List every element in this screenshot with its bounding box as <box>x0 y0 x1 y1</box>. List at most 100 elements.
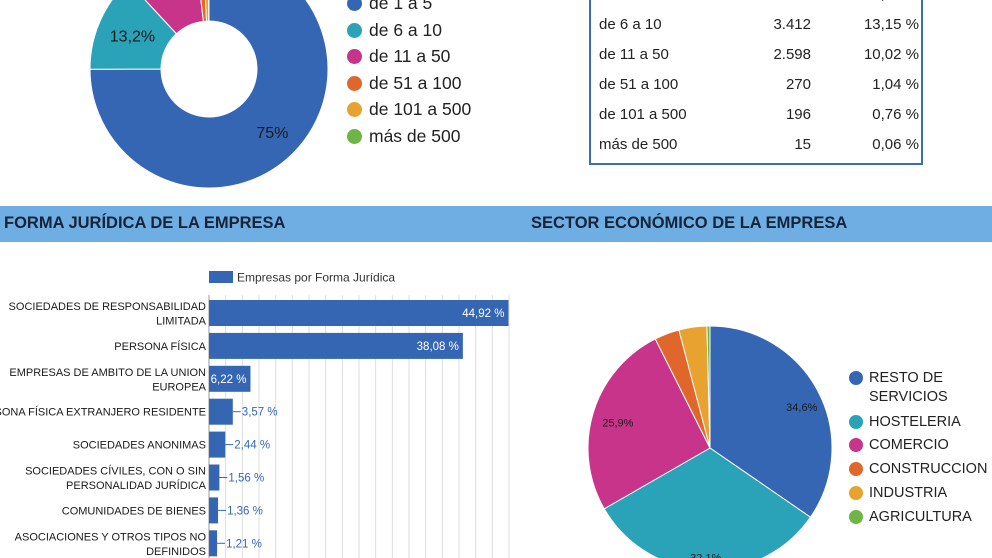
bar-category-label: PERSONA FÍSICA <box>114 340 206 353</box>
legend-color-dot <box>849 462 863 476</box>
donut-slice-label: 75% <box>256 125 288 142</box>
company-size-table: de 1 a 5 19.448 74,98 % de 6 a 10 3.412 13,15… <box>589 0 923 165</box>
legal-form-bar-chart: Empresas por Forma Jurídica SOCIEDADES DE… <box>0 271 510 558</box>
legend-color-dot <box>849 438 863 452</box>
legend-color-dot <box>347 49 362 64</box>
bar-category-label: COMUNIDADES DE BIENES <box>62 505 206 517</box>
legend-label: de 101 a 500 <box>369 99 472 119</box>
size-range-cell: de 51 a 100 <box>599 76 679 93</box>
percentage-cell: 13,15 % <box>863 16 919 33</box>
sector-section-title: SECTOR ECONÓMICO DE LA EMPRESA <box>531 214 848 232</box>
bar-category-label: ASOCIACIONES Y OTROS TIPOS NO DEFINIDOS <box>15 531 207 558</box>
size-range-cell: de 101 a 500 <box>599 106 687 123</box>
pie-slice-agricultura <box>706 325 711 449</box>
bar-value-label: 1,56 % <box>228 473 264 485</box>
company-count-cell: 3.412 <box>773 16 811 33</box>
bar-comunidades-de-bienes <box>209 497 219 524</box>
legend-label: de 6 a 10 <box>369 19 442 40</box>
bar-legend-swatch <box>209 271 233 283</box>
table-row: de 11 a 50 2.598 10,02 % <box>591 40 921 70</box>
table-row: de 6 a 10 3.412 13,15 % <box>591 10 921 40</box>
pie-slice-comercio <box>587 338 711 510</box>
legend-color-dot <box>849 371 863 385</box>
legend-color-dot <box>347 102 362 117</box>
bar-value-label: 38,08 % <box>417 341 459 353</box>
legend-label: INDUSTRIA <box>869 485 948 501</box>
pie-slice-label: 25,9% <box>602 418 633 430</box>
economic-sector-pie-chart: 34,6% 32,1% 25,9% <box>587 325 833 558</box>
legend-label: AGRICULTURA <box>869 509 972 525</box>
legend-color-dot <box>347 0 362 11</box>
bar-category-label: SOCIEDADES DE RESPONSABILIDAD LIMITADA <box>9 301 207 328</box>
legend-label: de 51 a 100 <box>369 72 462 93</box>
bar-value-label: 44,92 % <box>462 308 504 320</box>
bar-sociedades-de-responsabilidad-limitada <box>209 300 509 326</box>
legend-item-construccion: CONSTRUCCION <box>849 460 987 479</box>
donut-slice-de-6-a-10 <box>89 0 178 70</box>
percentage-cell: 0,76 % <box>872 106 919 123</box>
bar-category-label: EMPRESAS DE AMBITO DE LA UNION EUROPEA <box>9 367 206 394</box>
size-range-cell: de 11 a 50 <box>599 46 669 63</box>
legend-color-dot <box>849 510 863 524</box>
percentage-cell: 74,98 % <box>864 0 919 3</box>
percentage-cell: 0,06 % <box>872 136 919 153</box>
bar-sociedades-civiles-con-o-sin-personalidad-juridica <box>209 464 220 491</box>
legend-color-dot <box>347 128 362 144</box>
size-range-cell: más de 500 <box>599 136 678 153</box>
legend-label: CONSTRUCCION <box>869 461 988 477</box>
donut-slice-de-11-a-50 <box>144 0 204 35</box>
section-band: FORMA JURÍDICA DE LA EMPRESA SECTOR ECON… <box>0 206 992 242</box>
bar-sociedades-anonimas <box>209 431 226 458</box>
legend-label: HOSTELERIA <box>869 414 961 430</box>
legend-label: de 1 a 5 <box>369 0 433 13</box>
legend-item-hosteleria: HOSTELERIA <box>849 413 961 432</box>
table-row: de 101 a 500 196 0,76 % <box>591 100 921 130</box>
table-row: más de 500 15 0,06 % <box>591 130 921 160</box>
company-size-donut-chart: 75% 13,2% <box>89 0 329 189</box>
legend-color-dot <box>347 22 362 38</box>
company-count-cell: 15 <box>794 136 811 153</box>
bar-value-label: 2,44 % <box>234 440 270 452</box>
pie-slice-label: 32,1% <box>690 553 721 558</box>
percentage-cell: 10,02 % <box>863 46 919 63</box>
bar-value-label: 6,22 % <box>211 374 247 386</box>
table-row: de 51 a 100 270 1,04 % <box>591 70 921 100</box>
legend-item-de-51-a-100: de 51 a 100 <box>347 73 461 94</box>
legend-item-de-11-a-50: de 11 a 50 <box>347 46 450 67</box>
bar-value-label: 1,36 % <box>227 505 263 517</box>
donut-slice-label: 13,2% <box>110 29 155 46</box>
size-range-cell: de 6 a 10 <box>599 16 662 33</box>
company-count-cell: 196 <box>785 106 811 123</box>
size-range-cell: de 1 a 5 <box>599 0 653 3</box>
legend-color-dot <box>849 486 863 500</box>
legend-item-comercio: COMERCIO <box>849 436 949 455</box>
legend-item-resto-de-servicios: RESTO DE SERVICIOS <box>849 369 948 407</box>
legal-form-section-title: FORMA JURÍDICA DE LA EMPRESA <box>4 214 286 232</box>
bar-category-label: PERSONA FÍSICA EXTRANJERO RESIDENTE <box>0 406 206 419</box>
legend-item-de-6-a-10: de 6 a 10 <box>347 20 442 41</box>
bar-legend-label: Empresas por Forma Jurídica <box>237 271 395 285</box>
pie-slice-label: 34,6% <box>786 402 817 414</box>
company-count-cell: 270 <box>785 76 811 93</box>
bar-value-label: 1,21 % <box>226 538 262 550</box>
legend-item-agricultura: AGRICULTURA <box>849 508 972 527</box>
legend-item-mas-de-500: más de 500 <box>347 126 460 147</box>
legend-color-dot <box>849 415 863 429</box>
bar-persona-fisica <box>209 332 463 359</box>
legend-item-de-101-a-500: de 101 a 500 <box>347 99 471 120</box>
legend-label: de 11 a 50 <box>369 46 451 66</box>
bar-persona-fisica-extranjero-residente <box>209 398 233 425</box>
legend-label: RESTO DE SERVICIOS <box>869 370 948 405</box>
percentage-cell: 1,04 % <box>872 76 919 93</box>
pie-slice-hosteleria <box>603 447 812 558</box>
table-row: de 1 a 5 19.448 74,98 % <box>591 0 921 10</box>
bar-value-label: 3,57 % <box>242 407 278 419</box>
legend-label: más de 500 <box>369 125 461 146</box>
bar-empresas-de-ambito-de-la-union-europea <box>209 365 251 392</box>
legend-label: COMERCIO <box>869 437 949 453</box>
legend-item-de-1-a-5: de 1 a 5 <box>347 0 432 14</box>
legend-item-industria: INDUSTRIA <box>849 484 947 503</box>
pie-slice-resto-de-servicios <box>709 325 833 518</box>
donut-slice-de-1-a-5 <box>89 0 329 189</box>
bar-category-label: SOCIEDADES ANONIMAS <box>73 440 206 452</box>
